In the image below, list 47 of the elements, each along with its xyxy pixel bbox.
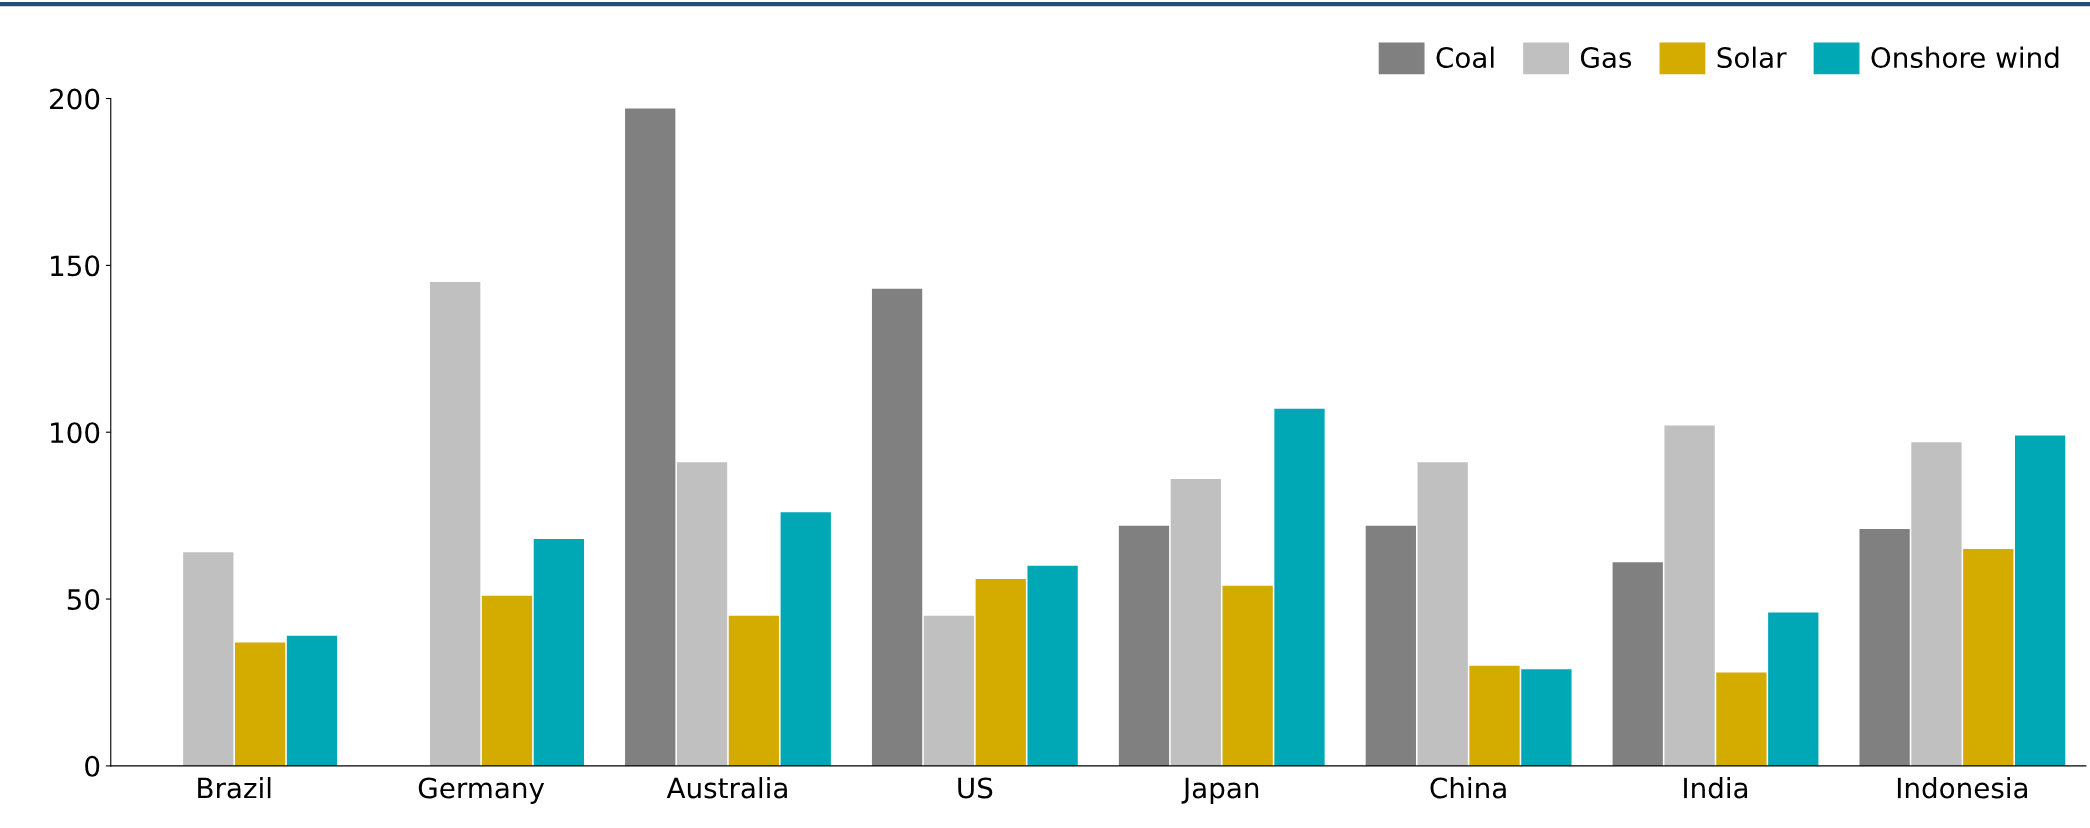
bar (1274, 408, 1325, 766)
bar (1365, 525, 1416, 766)
x-tick-label: China (1430, 777, 1506, 799)
legend-label: Onshore wind (1871, 46, 2059, 69)
bar (1768, 612, 1819, 766)
bar (234, 642, 286, 766)
bar (481, 595, 533, 766)
bar (1859, 528, 1910, 766)
bar (1222, 585, 1273, 766)
x-tick-label: US (958, 777, 993, 799)
bar (728, 615, 780, 766)
bar (1417, 462, 1468, 766)
y-tick-label: 50 (67, 589, 100, 611)
bar (780, 512, 831, 766)
x-tick-label: Australia (666, 777, 787, 799)
x-tick-label: Germany (418, 777, 545, 804)
bar (1469, 665, 1520, 766)
bar (871, 288, 923, 766)
x-tick-label: Brazil (198, 777, 271, 799)
bar (625, 108, 676, 766)
x-tick-label: Indonesia (1897, 777, 2028, 799)
legend-label: Coal (1436, 46, 1494, 69)
bar (1716, 672, 1767, 766)
x-tick-label: India (1684, 777, 1748, 799)
bar (1118, 525, 1170, 766)
bar (975, 579, 1026, 766)
bar (923, 615, 975, 766)
y-tick-label: 100 (51, 422, 100, 444)
y-tick-label: 150 (51, 255, 100, 277)
x-tick-label: Japan (1181, 777, 1259, 804)
bar (1521, 669, 1572, 766)
bar (2015, 435, 2066, 766)
bar (430, 282, 481, 766)
legend-label: Solar (1717, 46, 1787, 69)
bar (1963, 549, 2014, 766)
bar (533, 538, 584, 766)
bar (286, 635, 338, 766)
bar (1664, 425, 1715, 766)
bar (676, 462, 728, 766)
bar (1027, 565, 1078, 766)
bar (1612, 562, 1663, 766)
y-tick-label: 0 (85, 755, 100, 777)
legend-label: Gas (1580, 47, 1632, 69)
bar (1911, 442, 1962, 766)
bar (183, 552, 234, 766)
y-tick-label: 200 (50, 88, 100, 110)
bar (1170, 478, 1221, 766)
